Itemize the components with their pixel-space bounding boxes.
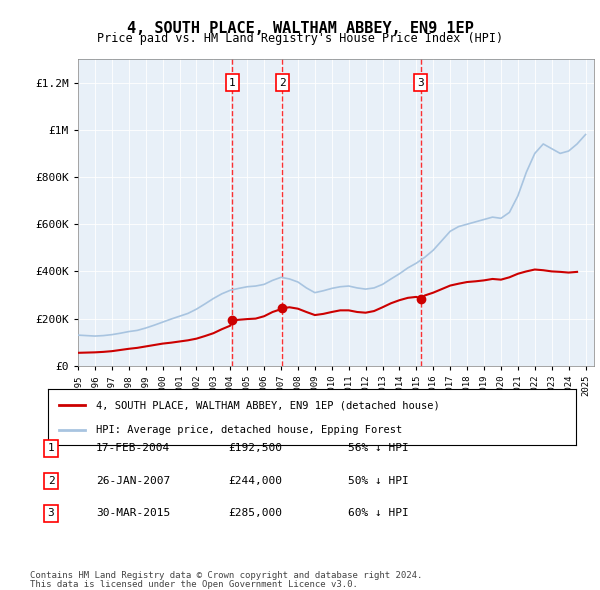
- Text: £192,500: £192,500: [228, 444, 282, 453]
- Text: 56% ↓ HPI: 56% ↓ HPI: [348, 444, 409, 453]
- Text: This data is licensed under the Open Government Licence v3.0.: This data is licensed under the Open Gov…: [30, 579, 358, 589]
- Text: 26-JAN-2007: 26-JAN-2007: [96, 476, 170, 486]
- Text: 17-FEB-2004: 17-FEB-2004: [96, 444, 170, 453]
- Text: 3: 3: [47, 509, 55, 518]
- Text: 2: 2: [47, 476, 55, 486]
- Text: 4, SOUTH PLACE, WALTHAM ABBEY, EN9 1EP (detached house): 4, SOUTH PLACE, WALTHAM ABBEY, EN9 1EP (…: [95, 400, 439, 410]
- Text: 30-MAR-2015: 30-MAR-2015: [96, 509, 170, 518]
- Text: £285,000: £285,000: [228, 509, 282, 518]
- Text: 4, SOUTH PLACE, WALTHAM ABBEY, EN9 1EP: 4, SOUTH PLACE, WALTHAM ABBEY, EN9 1EP: [127, 21, 473, 35]
- Text: 2: 2: [279, 78, 286, 87]
- Text: HPI: Average price, detached house, Epping Forest: HPI: Average price, detached house, Eppi…: [95, 425, 402, 435]
- Text: 1: 1: [47, 444, 55, 453]
- Text: 3: 3: [417, 78, 424, 87]
- Text: 1: 1: [229, 78, 236, 87]
- Text: 50% ↓ HPI: 50% ↓ HPI: [348, 476, 409, 486]
- Text: Contains HM Land Registry data © Crown copyright and database right 2024.: Contains HM Land Registry data © Crown c…: [30, 571, 422, 580]
- Text: 60% ↓ HPI: 60% ↓ HPI: [348, 509, 409, 518]
- Text: £244,000: £244,000: [228, 476, 282, 486]
- Text: Price paid vs. HM Land Registry's House Price Index (HPI): Price paid vs. HM Land Registry's House …: [97, 32, 503, 45]
